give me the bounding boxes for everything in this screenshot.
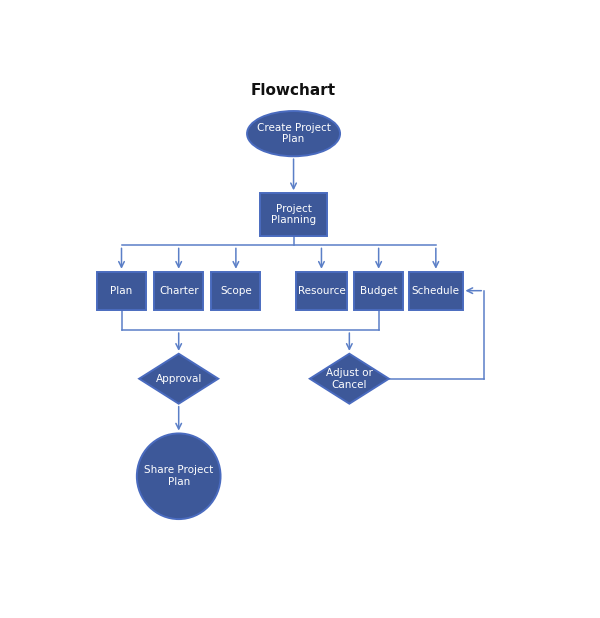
- FancyBboxPatch shape: [97, 272, 146, 310]
- FancyBboxPatch shape: [354, 272, 403, 310]
- Text: Adjust or
Cancel: Adjust or Cancel: [326, 368, 373, 389]
- Ellipse shape: [247, 111, 340, 156]
- Polygon shape: [139, 353, 218, 404]
- FancyBboxPatch shape: [211, 272, 260, 310]
- FancyBboxPatch shape: [296, 272, 347, 310]
- Polygon shape: [310, 353, 389, 404]
- Text: Create Project
Plan: Create Project Plan: [257, 123, 331, 145]
- Circle shape: [137, 433, 221, 519]
- Text: Budget: Budget: [360, 286, 397, 295]
- Text: Approval: Approval: [155, 374, 202, 384]
- FancyBboxPatch shape: [409, 272, 463, 310]
- Text: Charter: Charter: [159, 286, 199, 295]
- Text: Plan: Plan: [110, 286, 133, 295]
- Text: Flowchart: Flowchart: [251, 83, 336, 98]
- Text: Scope: Scope: [220, 286, 252, 295]
- FancyBboxPatch shape: [260, 193, 327, 236]
- Text: Schedule: Schedule: [412, 286, 460, 295]
- Text: Resource: Resource: [298, 286, 346, 295]
- Text: Project
Planning: Project Planning: [271, 204, 316, 226]
- Text: Share Project
Plan: Share Project Plan: [144, 465, 214, 487]
- FancyBboxPatch shape: [154, 272, 203, 310]
